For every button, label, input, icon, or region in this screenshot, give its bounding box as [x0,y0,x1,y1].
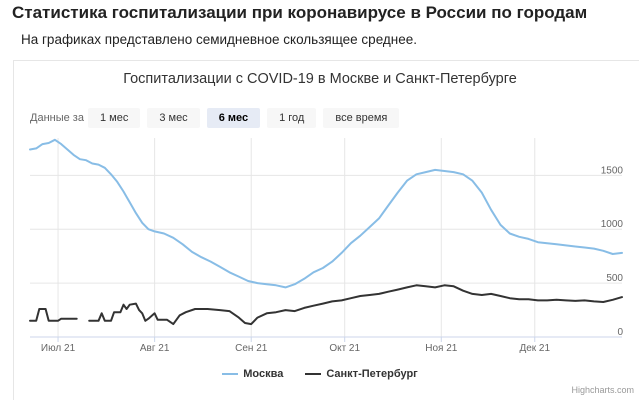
x-tick-label: Дек 21 [519,343,550,354]
range-button-all-time[interactable]: все время [323,108,400,128]
legend-item-saint-petersburg[interactable]: Санкт-Петербург [305,368,418,380]
chart-title: Госпитализации с COVID-19 в Москве и Сан… [123,71,517,87]
page-title: Статистика госпитализации при коронавиру… [12,3,588,22]
x-tick-label: Авг 21 [140,343,170,354]
axis-labels: 0 500 1000 1500 Июл 21 Авг 21 Сен 21 Окт 21 Ноя … [30,165,623,354]
y-tick-label: 500 [606,273,623,284]
chart-card [13,60,639,400]
range-selector: Данные за 1 мес 3 мес 6 мес 1 год все вр… [30,107,406,129]
range-button-1-year[interactable]: 1 год [267,108,317,128]
legend-swatch-saint-petersburg [305,373,322,375]
legend-item-moscow[interactable]: Москва [222,368,283,380]
range-button-3-months[interactable]: 3 мес [147,108,200,128]
series-line-moscow[interactable] [29,138,623,289]
y-tick-label: 1500 [601,165,624,176]
y-tick-label: 1000 [601,219,624,230]
series-lines[interactable] [29,138,623,326]
credits-link[interactable]: Highcharts.com [571,385,634,395]
range-button-6-months[interactable]: 6 мес [206,108,261,128]
x-tick-label: Сен 21 [235,343,268,354]
range-selector-label: Данные за [30,112,84,124]
range-button-1-month[interactable]: 1 мес [87,108,141,128]
x-tick-label: Окт 21 [329,343,360,354]
legend: Москва Санкт-Петербург [0,368,640,380]
series-line-saint-petersburg-segment-1[interactable] [88,284,623,326]
legend-label-saint-petersburg: Санкт-Петербург [326,368,418,380]
x-tick-label: Июл 21 [41,343,76,354]
x-tick-label: Ноя 21 [425,343,458,354]
legend-swatch-moscow [222,373,239,375]
series-line-saint-petersburg-segment-0[interactable] [29,308,78,322]
legend-label-moscow: Москва [243,368,284,380]
grid-lines [30,138,622,338]
page-subtitle: На графиках представлено семидневное ско… [21,32,418,47]
y-tick-label: 0 [617,327,623,338]
